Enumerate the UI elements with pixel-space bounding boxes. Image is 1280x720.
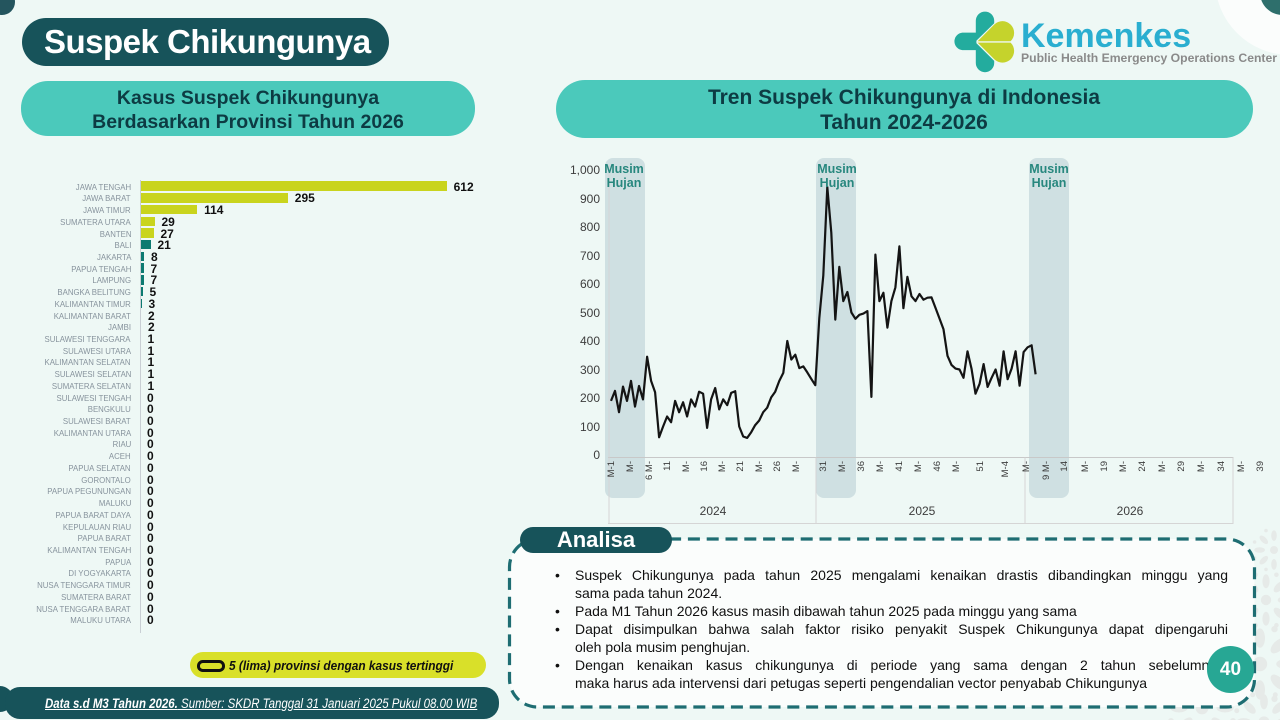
svg-text:Kemenkes: Kemenkes	[1021, 17, 1191, 55]
svg-text:Public Health Emergency Operat: Public Health Emergency Operations Cente…	[1021, 51, 1277, 65]
